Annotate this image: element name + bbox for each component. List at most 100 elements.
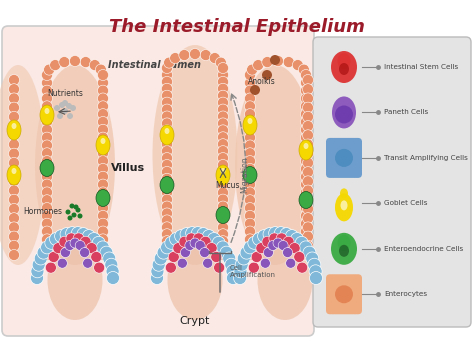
Circle shape [165,236,178,249]
Circle shape [262,236,273,247]
Circle shape [42,155,53,167]
Ellipse shape [243,115,257,135]
Ellipse shape [164,128,170,134]
Circle shape [223,252,236,265]
Circle shape [88,233,100,245]
Circle shape [301,101,311,112]
Circle shape [42,242,53,253]
Circle shape [42,210,53,221]
Circle shape [9,121,19,131]
Circle shape [37,246,50,259]
Circle shape [54,105,60,111]
Circle shape [257,230,271,243]
Circle shape [210,53,220,64]
Circle shape [218,173,228,184]
Circle shape [45,236,58,249]
Circle shape [283,247,292,258]
Circle shape [302,139,313,150]
Circle shape [195,240,205,250]
Circle shape [218,222,228,233]
Circle shape [186,233,197,244]
Circle shape [98,187,109,198]
Circle shape [86,243,97,254]
Circle shape [82,258,93,268]
Circle shape [248,236,261,249]
Circle shape [297,262,308,273]
Circle shape [98,242,109,253]
Circle shape [105,258,118,271]
Circle shape [162,222,173,233]
Circle shape [197,227,210,241]
Circle shape [65,240,75,250]
Circle shape [268,240,278,250]
Circle shape [218,90,228,101]
Circle shape [30,271,44,285]
Circle shape [42,171,53,182]
Circle shape [218,180,228,191]
Circle shape [301,93,311,104]
Circle shape [42,202,53,214]
Circle shape [9,102,19,113]
Ellipse shape [160,125,174,145]
Circle shape [98,101,109,112]
Circle shape [302,111,313,122]
Circle shape [107,271,119,285]
Circle shape [42,234,53,245]
Circle shape [245,93,255,104]
Circle shape [75,208,81,213]
Ellipse shape [160,176,174,193]
Ellipse shape [339,245,349,257]
Circle shape [234,265,247,278]
Circle shape [301,117,311,127]
Text: Paneth Cells: Paneth Cells [384,110,428,116]
Circle shape [218,118,228,129]
Circle shape [301,218,311,229]
Circle shape [70,105,76,111]
Circle shape [162,146,173,156]
Circle shape [100,246,113,259]
Circle shape [301,202,311,214]
Circle shape [162,180,173,191]
Circle shape [9,240,19,251]
Circle shape [98,140,109,151]
Circle shape [62,100,68,106]
Circle shape [218,69,228,80]
Ellipse shape [220,168,226,174]
Circle shape [98,163,109,174]
Circle shape [226,265,239,278]
Circle shape [41,241,54,254]
Circle shape [92,236,105,249]
Circle shape [302,121,313,131]
Circle shape [46,262,56,273]
Circle shape [80,56,91,68]
Circle shape [152,258,165,271]
Circle shape [161,241,173,254]
Circle shape [42,163,53,174]
Circle shape [9,130,19,141]
Circle shape [270,55,280,65]
Circle shape [291,233,303,245]
Ellipse shape [11,168,17,174]
Circle shape [60,227,73,241]
Circle shape [302,240,313,251]
Circle shape [42,187,53,198]
Circle shape [65,210,71,215]
Circle shape [80,247,90,258]
Circle shape [308,258,321,271]
Circle shape [218,236,228,247]
Circle shape [193,233,204,244]
Circle shape [72,213,76,217]
Circle shape [42,148,53,159]
Circle shape [162,69,173,80]
Circle shape [245,218,255,229]
Circle shape [162,132,173,143]
Circle shape [162,90,173,101]
Circle shape [274,226,287,240]
Circle shape [253,233,265,245]
Circle shape [292,59,303,71]
Circle shape [181,247,191,258]
Circle shape [162,125,173,136]
Circle shape [283,56,294,68]
Ellipse shape [40,105,54,125]
Text: Crypt: Crypt [180,316,210,326]
